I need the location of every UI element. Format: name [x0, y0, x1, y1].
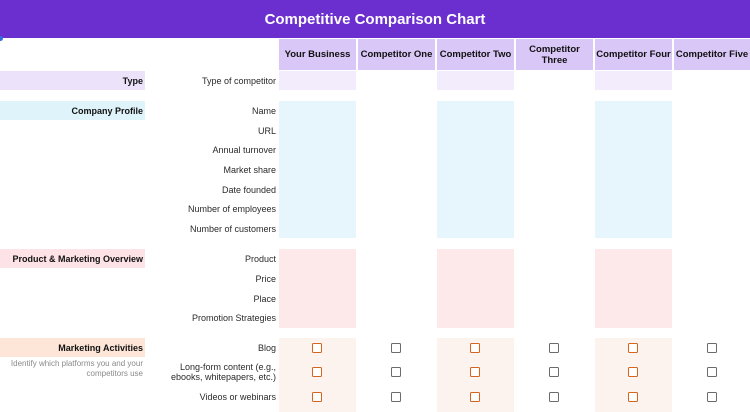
checkbox-blog-competitor-five[interactable]	[707, 343, 717, 353]
row-label-number-of-employees: Number of employees	[187, 203, 276, 214]
checkbox-longform-competitor-four[interactable]	[628, 367, 638, 377]
row-label-long-form-content: Long-form content (e.g., ebooks, whitepa…	[170, 362, 276, 382]
row-label-number-of-customers: Number of customers	[189, 223, 276, 234]
row-label-blog: Blog	[257, 342, 276, 353]
checkbox-longform-competitor-one[interactable]	[391, 367, 401, 377]
checkbox-videos-competitor-four[interactable]	[628, 392, 638, 402]
row-label-promotion-strategies: Promotion Strategies	[191, 312, 276, 323]
selection-handle[interactable]	[0, 36, 3, 41]
cells-product-competitor-two[interactable]	[437, 249, 514, 328]
section-label-type: Type	[0, 71, 145, 90]
section-label-marketing-activities: Marketing Activities	[0, 338, 145, 357]
checkbox-blog-competitor-two[interactable]	[470, 343, 480, 353]
row-label-name: Name	[251, 105, 276, 116]
chart-title: Competitive Comparison Chart	[0, 0, 750, 38]
column-header-competitor-two: Competitor Two	[437, 39, 514, 70]
row-label-product: Product	[244, 253, 276, 264]
checkbox-videos-competitor-three[interactable]	[549, 392, 559, 402]
checkbox-blog-your-business[interactable]	[312, 343, 322, 353]
column-header-competitor-three: Competitor Three	[516, 39, 593, 70]
checkbox-blog-competitor-one[interactable]	[391, 343, 401, 353]
row-label-price: Price	[255, 273, 276, 284]
checkbox-longform-competitor-two[interactable]	[470, 367, 480, 377]
checkbox-videos-competitor-one[interactable]	[391, 392, 401, 402]
cells-product-competitor-four[interactable]	[595, 249, 672, 328]
cells-product-your-business[interactable]	[279, 249, 356, 328]
cell-type-competitor-four[interactable]	[595, 71, 672, 90]
column-header-competitor-one: Competitor One	[358, 39, 435, 70]
marketing-activities-hint: Identify which platforms you and your co…	[10, 359, 143, 378]
row-label-url: URL	[257, 125, 276, 136]
cells-profile-competitor-two[interactable]	[437, 101, 514, 238]
column-header-competitor-four: Competitor Four	[595, 39, 672, 70]
checkbox-longform-competitor-three[interactable]	[549, 367, 559, 377]
checkbox-blog-competitor-four[interactable]	[628, 343, 638, 353]
row-label-type-of-competitor: Type of competitor	[201, 75, 276, 86]
column-header-your-business: Your Business	[279, 39, 356, 70]
checkbox-longform-competitor-five[interactable]	[707, 367, 717, 377]
cells-profile-your-business[interactable]	[279, 101, 356, 238]
row-label-annual-turnover: Annual turnover	[212, 144, 276, 155]
cells-profile-competitor-four[interactable]	[595, 101, 672, 238]
section-label-company-profile: Company Profile	[0, 101, 145, 120]
row-label-videos-or-webinars: Videos or webinars	[199, 391, 276, 402]
checkbox-blog-competitor-three[interactable]	[549, 343, 559, 353]
section-label-product-marketing: Product & Marketing Overview	[0, 249, 145, 268]
checkbox-videos-competitor-five[interactable]	[707, 392, 717, 402]
column-header-competitor-five: Competitor Five	[674, 39, 750, 70]
cell-type-competitor-two[interactable]	[437, 71, 514, 90]
row-label-date-founded: Date founded	[221, 184, 276, 195]
row-label-place: Place	[253, 293, 276, 304]
checkbox-longform-your-business[interactable]	[312, 367, 322, 377]
row-label-market-share: Market share	[223, 164, 276, 175]
cell-type-your-business[interactable]	[279, 71, 356, 90]
checkbox-videos-your-business[interactable]	[312, 392, 322, 402]
checkbox-videos-competitor-two[interactable]	[470, 392, 480, 402]
